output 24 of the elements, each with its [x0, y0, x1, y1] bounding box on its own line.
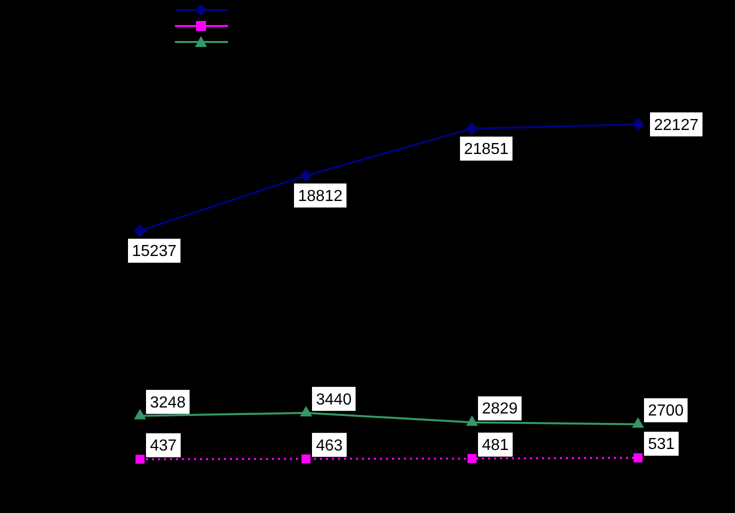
- point: [466, 416, 478, 426]
- point: [301, 454, 311, 464]
- data-label: 437: [150, 438, 177, 455]
- data-label: 531: [648, 436, 675, 454]
- data-label: 2700: [648, 402, 684, 420]
- data-label: 481: [482, 436, 509, 454]
- point: [466, 122, 478, 135]
- data-label: 3440: [316, 391, 352, 408]
- data-label: 21851: [464, 141, 509, 158]
- point: [467, 454, 477, 464]
- point: [633, 453, 643, 462]
- point: [632, 418, 644, 428]
- data-label: 463: [316, 437, 343, 454]
- data-label: 2829: [482, 400, 518, 418]
- point: [300, 406, 312, 416]
- point: [300, 170, 312, 182]
- data-label: 22127: [654, 116, 699, 134]
- data-label: 18812: [298, 188, 343, 205]
- data-label: 15237: [132, 243, 177, 260]
- point: [632, 118, 644, 130]
- data-label: 3248: [150, 394, 186, 412]
- point: [135, 454, 145, 464]
- point: [134, 224, 146, 237]
- point: [134, 410, 146, 420]
